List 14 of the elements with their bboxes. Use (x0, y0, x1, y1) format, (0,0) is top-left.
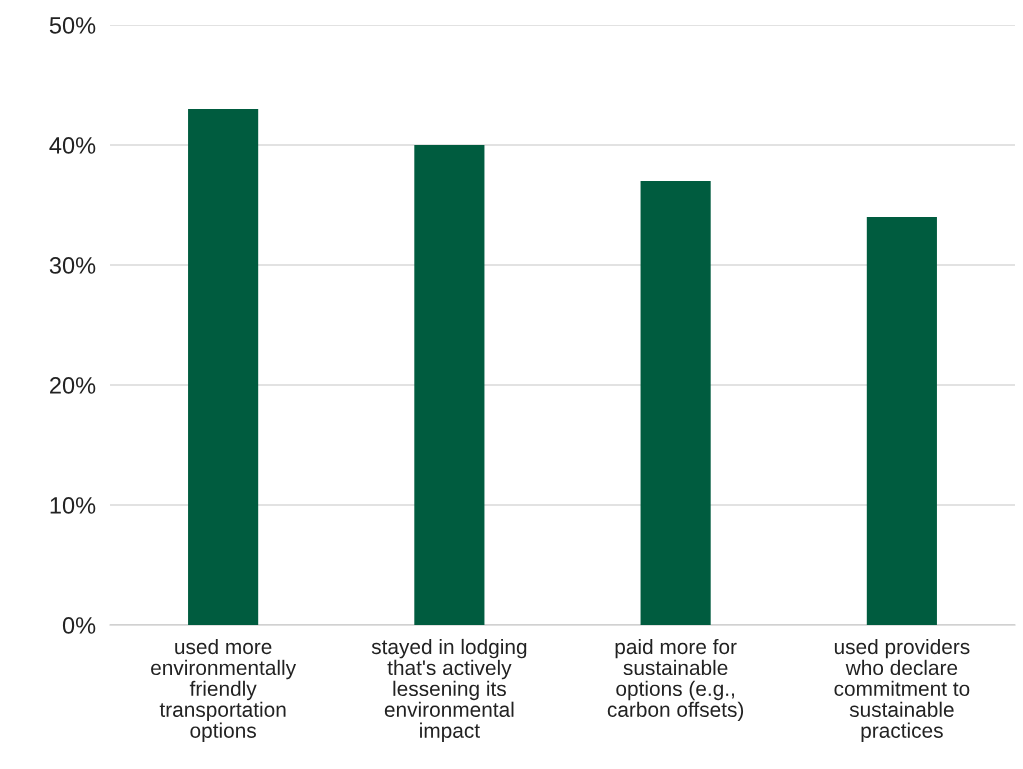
x-tick-label: used more environmentally friendly transportation options (151, 638, 297, 743)
x-tick-label: paid more for sustainable options (e.g., carbon offsets) (607, 638, 744, 722)
y-tick-label: 10% (50, 497, 96, 514)
bar (640, 181, 711, 625)
y-tick-label: 20% (50, 377, 96, 394)
y-tick-label: 40% (49, 137, 96, 154)
y-tick-label: 50% (49, 17, 96, 34)
x-tick-label: stayed in lodging that's actively lessening its environmental impact (371, 638, 527, 743)
y-tick-label: 30% (49, 257, 96, 274)
y-tick-label: 0% (62, 617, 96, 634)
bar (188, 109, 259, 625)
bar (414, 145, 485, 625)
x-tick-label: used providers who declare commitment to sustainable practices (834, 638, 970, 743)
bar (866, 217, 937, 625)
